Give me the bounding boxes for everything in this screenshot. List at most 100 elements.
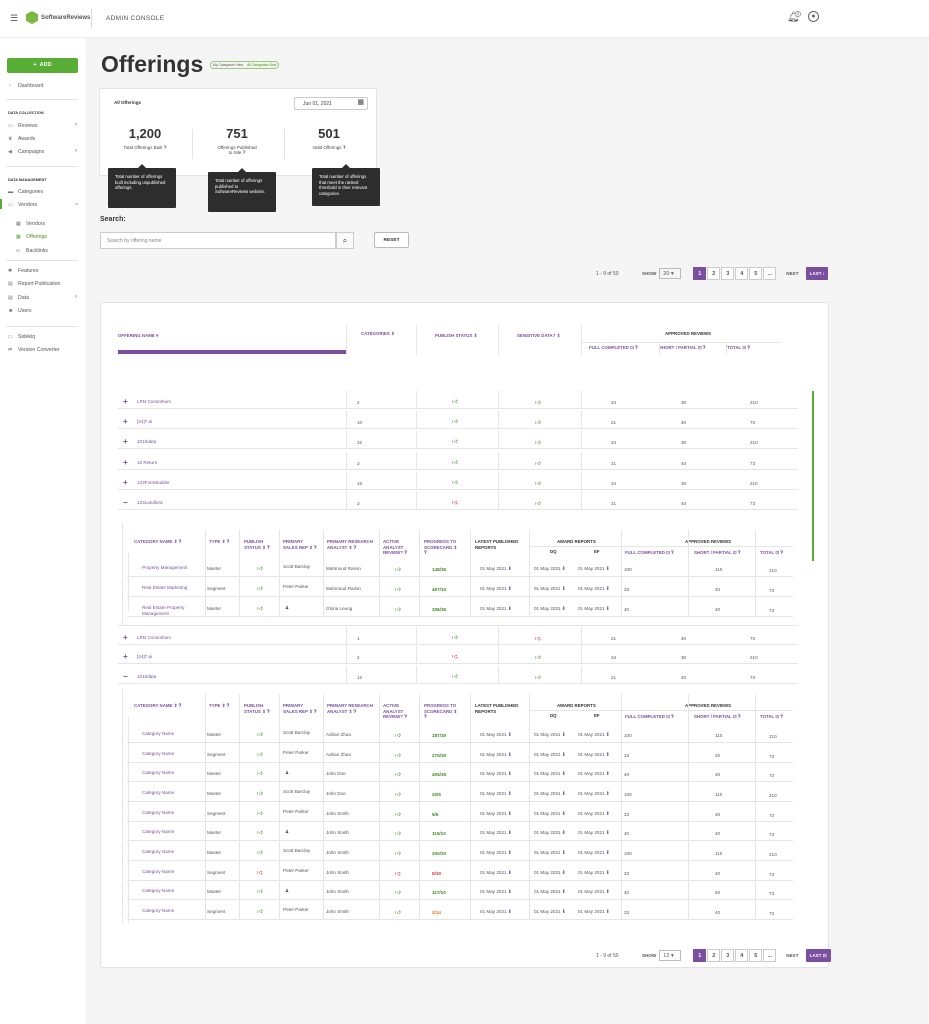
- ef-report-date[interactable]: 01 May 2021⬇: [578, 606, 610, 612]
- sidebar-subitem-offerings[interactable]: ▦ Offerings: [16, 234, 47, 240]
- sidebar-item-report-publication[interactable]: ▤ Report Publication: [8, 281, 61, 287]
- offering-name-link[interactable]: LRN Consortium: [137, 399, 171, 404]
- dq-report-date[interactable]: 01 May 2021⬇: [534, 732, 566, 738]
- col-active-review[interactable]: ACTIVE ANALYST REVIEW? ❓︎: [383, 539, 407, 555]
- page-button[interactable]: 4: [735, 267, 749, 280]
- page-button[interactable]: 3: [721, 949, 735, 962]
- offering-name-link[interactable]: 123FormBuilder: [137, 480, 170, 485]
- sidebar-subitem-backlinks[interactable]: ∞ Backlinks: [16, 248, 48, 254]
- last-button[interactable]: LAST ⊡: [805, 949, 831, 962]
- logo[interactable]: SoftwareReviews: [26, 11, 90, 24]
- date-picker[interactable]: Jun 01, 2021 ▦: [294, 97, 368, 110]
- latest-report-date[interactable]: 01 May 2021⬇: [480, 752, 512, 758]
- ef-report-date[interactable]: 01 May 2021⬇: [578, 870, 610, 876]
- expand-toggle[interactable]: −: [123, 672, 128, 681]
- page-button[interactable]: 3: [721, 267, 735, 280]
- expand-toggle[interactable]: +: [123, 652, 128, 661]
- dq-report-date[interactable]: 01 May 2021⬇: [534, 811, 566, 817]
- category-name-link[interactable]: Category Name: [142, 829, 175, 834]
- col-categories[interactable]: CATEGORIES ⇕: [361, 331, 395, 336]
- col-short-partial[interactable]: SHORT / PARTIAL ⊡ ❓︎: [694, 714, 741, 719]
- ef-report-date[interactable]: 01 May 2021⬇: [578, 791, 610, 797]
- page-button[interactable]: 2: [707, 949, 721, 962]
- col-sensitive-data[interactable]: SENSITIVE DATA? ⇕: [517, 333, 561, 338]
- dq-report-date[interactable]: 01 May 2021⬇: [534, 889, 566, 895]
- reset-button[interactable]: RESET: [374, 232, 409, 248]
- ef-report-date[interactable]: 01 May 2021⬇: [578, 830, 610, 836]
- bell-icon[interactable]: 🔔︎: [787, 12, 800, 23]
- dq-report-date[interactable]: 01 May 2021⬇: [534, 791, 566, 797]
- col-category-name[interactable]: CATEGORY NAME ⇕ ❓︎: [134, 703, 182, 708]
- category-name-link[interactable]: Category Name: [142, 790, 175, 795]
- col-short-partial[interactable]: SHORT / PARTIAL ⊡ ❓︎: [659, 345, 706, 350]
- sidebar-item-dashboard[interactable]: ◔ Dashboard: [8, 83, 44, 89]
- sidebar-item-sidekiq[interactable]: ▭ Sidekiq: [8, 334, 36, 340]
- offering-name-link[interactable]: 1010data: [137, 439, 157, 444]
- col-type[interactable]: TYPE ⇕ ❓︎: [209, 539, 230, 544]
- latest-report-date[interactable]: 01 May 2021⬇: [480, 566, 512, 572]
- expand-toggle[interactable]: −: [123, 498, 128, 507]
- last-button[interactable]: LAST ›: [805, 267, 829, 280]
- category-name-link[interactable]: Category Name: [142, 731, 175, 736]
- page-button[interactable]: 1: [693, 949, 707, 962]
- col-total[interactable]: TOTAL ⊡ ❓︎: [760, 714, 783, 719]
- page-button[interactable]: 5: [749, 267, 763, 280]
- sidebar-item-categories[interactable]: ▬ Categories: [8, 189, 44, 195]
- col-offering-name[interactable]: OFFERING NAME ▾: [118, 333, 159, 338]
- sidebar-item-awards[interactable]: ♛ Awards: [8, 136, 36, 142]
- offering-name-link[interactable]: [24]7.ai: [137, 654, 153, 659]
- ef-report-date[interactable]: 01 May 2021⬇: [578, 850, 610, 856]
- col-total[interactable]: TOTAL ⊡ ❓︎: [760, 550, 783, 555]
- sidebar-item-users[interactable]: ☻ Users: [8, 308, 32, 314]
- page-button[interactable]: 1: [693, 267, 707, 280]
- ef-report-date[interactable]: 01 May 2021⬇: [578, 771, 610, 777]
- ef-report-date[interactable]: 01 May 2021⬇: [578, 752, 610, 758]
- latest-report-date[interactable]: 01 May 2021⬇: [480, 870, 512, 876]
- col-sales-rep[interactable]: PRIMARY SALES REP ⇕ ❓︎: [283, 703, 317, 714]
- ef-report-date[interactable]: 01 May 2021⬇: [578, 889, 610, 895]
- col-type[interactable]: TYPE ⇕ ❓︎: [209, 703, 230, 708]
- latest-report-date[interactable]: 01 May 2021⬇: [480, 791, 512, 797]
- col-publish-status[interactable]: PUBLISH STATUS ⇕ ❓︎: [244, 539, 270, 550]
- category-name-link[interactable]: Property Management: [142, 565, 188, 570]
- col-active-review[interactable]: ACTIVE ANALYST REVIEW? ❓︎: [383, 703, 407, 719]
- col-full-completed[interactable]: FULL COMPLETED ⊡ ❓︎: [625, 550, 674, 555]
- user-avatar-icon[interactable]: ●: [808, 11, 819, 22]
- category-name-link[interactable]: Category Name: [142, 751, 175, 756]
- next-button[interactable]: NEXT: [786, 953, 799, 958]
- page-button[interactable]: 5: [749, 949, 763, 962]
- ef-report-date[interactable]: 01 May 2021⬇: [578, 811, 610, 817]
- sidebar-item-campaigns[interactable]: ◀ Campaigns: [8, 149, 45, 155]
- category-name-link[interactable]: Category Name: [142, 770, 175, 775]
- latest-report-date[interactable]: 01 May 2021⬇: [480, 586, 512, 592]
- col-publish-status[interactable]: PUBLISH STATUS ⇕: [435, 333, 478, 338]
- dq-report-date[interactable]: 01 May 2021⬇: [534, 566, 566, 572]
- page-size-select[interactable]: 20 ▾: [659, 268, 682, 279]
- search-input[interactable]: Search by offering name: [100, 232, 336, 249]
- col-progress[interactable]: PROGRESS TO SCORECARD ⇕ ❓︎: [424, 539, 458, 555]
- category-name-link[interactable]: Category Name: [142, 849, 175, 854]
- latest-report-date[interactable]: 01 May 2021⬇: [480, 732, 512, 738]
- latest-report-date[interactable]: 01 May 2021⬇: [480, 771, 512, 777]
- dq-report-date[interactable]: 01 May 2021⬇: [534, 870, 566, 876]
- col-progress[interactable]: PROGRESS TO SCORECARD ⇕ ❓︎: [424, 703, 458, 719]
- latest-report-date[interactable]: 01 May 2021⬇: [480, 811, 512, 817]
- expand-toggle[interactable]: +: [123, 458, 128, 467]
- dq-report-date[interactable]: 01 May 2021⬇: [534, 752, 566, 758]
- col-short-partial[interactable]: SHORT / PARTIAL ⊡ ❓︎: [694, 550, 741, 555]
- category-name-link[interactable]: Category Name: [142, 908, 175, 913]
- expand-toggle[interactable]: +: [123, 437, 128, 446]
- sidebar-item-features[interactable]: ✱ Features: [8, 268, 39, 274]
- offering-name-link[interactable]: 12 Return: [137, 460, 158, 465]
- page-button[interactable]: 2: [707, 267, 721, 280]
- latest-report-date[interactable]: 01 May 2021⬇: [480, 909, 512, 915]
- col-analyst[interactable]: PRIMARY RESEARCH ANALYST ⇕ ❓︎: [327, 539, 373, 550]
- col-category-name[interactable]: CATEGORY NAME ⇕ ❓︎: [134, 539, 182, 544]
- category-name-link[interactable]: Category Name: [142, 810, 175, 815]
- offering-name-link[interactable]: 1010data: [137, 674, 157, 679]
- category-name-link[interactable]: Category Name: [142, 869, 175, 874]
- offering-name-link[interactable]: LRN Consortium: [137, 635, 171, 640]
- ef-report-date[interactable]: 01 May 2021⬇: [578, 586, 610, 592]
- sidebar-item-version-converter[interactable]: ⇄ Version Converter: [8, 347, 60, 353]
- all-categories-view-button[interactable]: All Categories View: [245, 62, 279, 68]
